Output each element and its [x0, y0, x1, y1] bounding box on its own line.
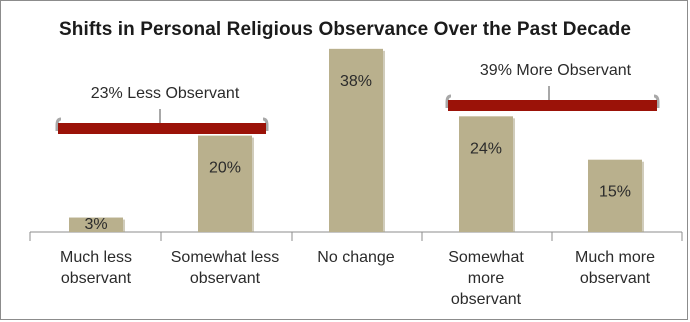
bar-value-label: 38% [340, 73, 372, 90]
category-label-line: more [468, 270, 505, 287]
category-label-line: Somewhat [448, 249, 524, 266]
bracket-label: 39% More Observant [480, 62, 632, 79]
bar-value-label: 24% [470, 140, 502, 157]
category-label-line: observant [451, 291, 522, 308]
bar-value-label: 20% [209, 160, 241, 177]
category-label-line: observant [190, 270, 261, 287]
bar-value-label: 3% [84, 216, 107, 233]
bar [329, 48, 383, 233]
category-label: Somewhat more observant [448, 249, 524, 308]
bracket-left-cap [445, 94, 452, 108]
category-label: Much less observant [60, 249, 132, 287]
bracket-bar [58, 123, 266, 134]
bracket-left-cap [55, 117, 62, 131]
bar [198, 135, 252, 232]
category-label-line: Much less [60, 249, 132, 266]
bar [459, 116, 513, 232]
category-label-line: observant [61, 270, 132, 287]
category-label-line: No change [317, 249, 394, 266]
category-label-line: observant [580, 270, 651, 287]
bar-value-label: 15% [599, 184, 631, 201]
category-label: Somewhat less observant [171, 249, 280, 287]
bracket-right-cap [262, 117, 269, 131]
bar [588, 159, 642, 232]
chart-title: Shifts in Personal Religious Observance … [59, 19, 631, 40]
bracket-label: 23% Less Observant [91, 85, 240, 102]
bracket-right-cap [653, 94, 660, 108]
category-label: No change [317, 249, 394, 266]
category-label-line: Much more [575, 249, 655, 266]
bracket-bar [448, 100, 657, 111]
category-label-line: Somewhat less [171, 249, 280, 266]
category-label: Much more observant [575, 249, 655, 287]
bar [69, 217, 123, 232]
